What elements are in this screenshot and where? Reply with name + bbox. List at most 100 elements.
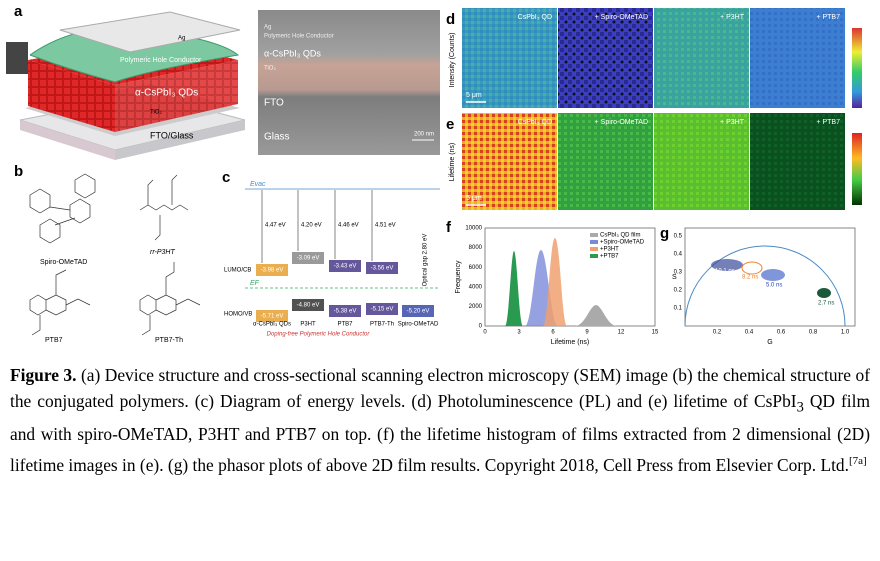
map-label: + Spiro-OMeTAD — [595, 119, 648, 126]
lumo-value: -3.43 eV — [334, 264, 357, 270]
hist-peak — [505, 251, 523, 326]
map-image — [462, 113, 557, 210]
sem-label: α-CsPbI₃ QDs — [264, 48, 321, 58]
map-image — [750, 113, 845, 210]
semicircle — [684, 245, 846, 327]
annotation: 5.0 ns — [766, 283, 782, 289]
x-tick-label: 1.0 — [841, 330, 850, 336]
y-tick-label: 10000 — [465, 226, 482, 232]
phasor-cluster — [741, 261, 763, 275]
column-label: α-CsPbI₃ QDs — [253, 322, 291, 328]
glass-side — [20, 120, 115, 160]
plot-frame — [684, 227, 856, 327]
homo-value: -5.20 eV — [407, 309, 430, 315]
homo-value: -5.15 eV — [371, 307, 394, 313]
level-label: Evac — [250, 181, 266, 188]
y-tick-label: 0.1 — [674, 306, 683, 312]
x-tick-label: 0.4 — [745, 330, 754, 336]
map-image — [462, 8, 557, 108]
column-label: Spiro-OMeTAD — [398, 322, 439, 328]
caption-label: Figure 3. — [10, 365, 77, 385]
y-tick-label: 0.2 — [674, 288, 683, 294]
map-image — [654, 8, 749, 108]
panel-label: f — [446, 219, 452, 236]
panel-a: a Ag Polymeric Hole Conductor α-CsPbI₃ Q… — [6, 3, 440, 160]
axis-label: Frequency — [455, 260, 462, 294]
optical-gap: Optical gap 2.80 eV — [423, 234, 429, 287]
hist-peak — [543, 238, 567, 326]
legend-label: +Spiro-OMeTAD — [600, 240, 645, 246]
map-label: + P3HT — [720, 14, 745, 21]
x-tick-label: 12 — [618, 330, 625, 336]
map-label: CsPbI₃ QD — [518, 14, 552, 21]
sem-label: TiO₂ — [264, 66, 276, 72]
axis-label: G — [767, 339, 772, 346]
legend-label: +P3HT — [600, 247, 619, 253]
homo-bar — [329, 305, 361, 317]
sem-label: FTO — [264, 98, 284, 109]
sem-label: Polymeric Hole Conductor — [264, 34, 334, 40]
y-tick-label: 2000 — [469, 304, 483, 310]
homo-bar — [292, 299, 324, 311]
homo-value: -4.80 eV — [297, 303, 320, 309]
structure — [29, 269, 91, 336]
x-tick-label: 6 — [551, 330, 555, 336]
x-tick-label: 0 — [483, 330, 487, 336]
lumo-value: -3.09 eV — [297, 256, 320, 262]
map-image — [558, 8, 653, 108]
level-label: LUMO/CB — [224, 268, 251, 274]
group-label: Doping-free Polymeric Hole Conductor — [267, 332, 371, 338]
gap-value: 4.47 eV — [265, 223, 286, 229]
ag-electrode — [59, 11, 241, 53]
axis-label: Lifetime (ns) — [551, 339, 590, 346]
caption-sub: 3 — [796, 399, 804, 416]
level-label: HOMO/VB — [224, 312, 252, 318]
caption-ref: [7a] — [848, 454, 867, 467]
plot-frame — [484, 227, 656, 327]
molecule-name: rr-P3HT — [150, 249, 175, 256]
y-tick-label: 6000 — [469, 265, 483, 271]
gap-value: 4.46 eV — [338, 223, 359, 229]
y-tick-label: 8000 — [469, 245, 483, 251]
glass-side — [115, 120, 245, 160]
caption-text: QD film and with spiro-OMeTAD, P3HT and … — [10, 391, 870, 475]
molecule-name: PTB7 — [45, 337, 63, 344]
level-label: EF — [250, 280, 260, 287]
colorbar — [852, 133, 862, 205]
homo-bar — [366, 303, 398, 315]
panel-b: b Spiro-OMeTAD rr-P3HT PTB7 PTB7-Th — [14, 163, 201, 344]
structure — [139, 174, 189, 241]
x-tick-label: 9 — [585, 330, 589, 336]
gap-value: 4.51 eV — [375, 223, 396, 229]
annotation: 10.1 ns — [715, 269, 735, 275]
map-image — [750, 8, 845, 108]
qd-side — [28, 60, 115, 132]
lumo-bar — [366, 262, 398, 274]
y-tick-label: 0.4 — [674, 252, 683, 258]
legend-label: CsPbI₃ QD film — [600, 233, 640, 239]
column-label: PTB7 — [337, 322, 353, 328]
qd-side — [115, 60, 238, 132]
sem-image — [258, 10, 440, 155]
x-tick-label: 0.8 — [809, 330, 818, 336]
lumo-bar — [292, 252, 324, 264]
homo-bar — [402, 305, 434, 317]
axis-label: Intensity (Counts) — [449, 33, 456, 88]
legend-swatch — [590, 233, 598, 237]
caption: Figure 3. (a) Device structure and cross… — [10, 362, 870, 478]
phasor-cluster — [817, 288, 831, 298]
column-label: P3HT — [300, 322, 316, 328]
legend-label: +PTB7 — [600, 254, 619, 260]
axis-label: S — [672, 274, 677, 281]
figure: a Ag Polymeric Hole Conductor α-CsPbI₃ Q… — [6, 3, 862, 346]
legend-swatch — [590, 247, 598, 251]
map-label: + PTB7 — [816, 14, 840, 21]
map-label: + P3HT — [720, 119, 745, 126]
map-image — [654, 113, 749, 210]
legend-swatch — [590, 240, 598, 244]
axis-label: Lifetime (ns) — [449, 143, 456, 182]
x-tick-label: 0.2 — [713, 330, 722, 336]
homo-value: -5.38 eV — [334, 309, 357, 315]
caption-text: (a) Device structure and cross-sectional… — [10, 365, 871, 412]
